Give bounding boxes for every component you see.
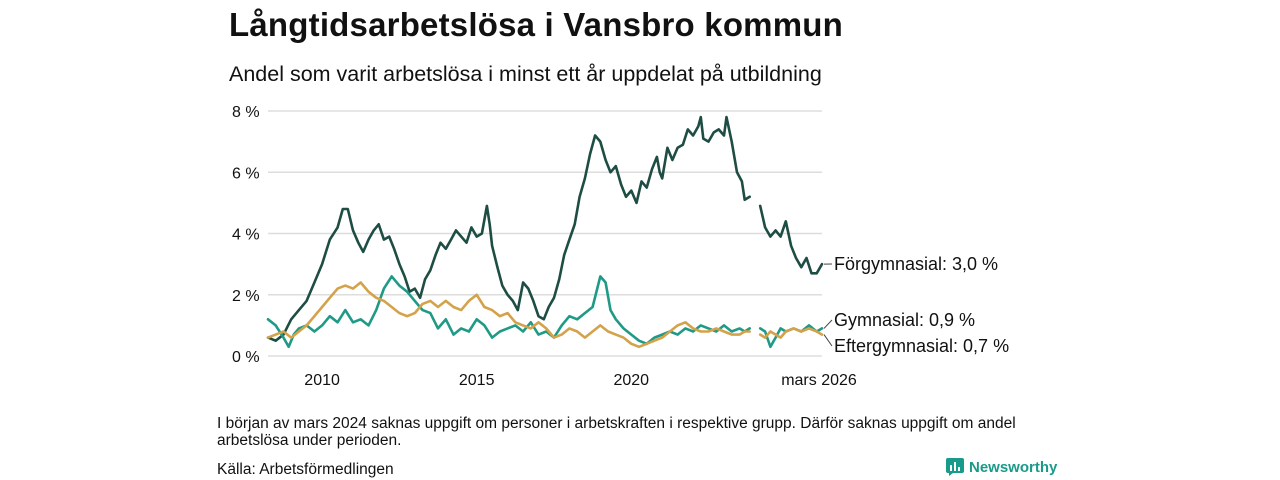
newsworthy-logo[interactable]: Newsworthy: [946, 458, 1057, 476]
series-label-förgymnasial: Förgymnasial: 3,0 %: [834, 254, 998, 274]
series-line-förgymnasial: [266, 115, 824, 342]
x-tick-label: 2015: [459, 372, 495, 389]
x-tick-label: 2020: [613, 372, 649, 389]
source-text: Källa: Arbetsförmedlingen: [217, 461, 394, 478]
footnote: I början av mars 2024 saknas uppgift om …: [217, 415, 1016, 449]
bar-chart-icon: [946, 458, 964, 476]
x-tick-label: mars 2026: [781, 372, 857, 389]
series-layer: [266, 115, 824, 349]
chart-title: Långtidsarbetslösa i Vansbro kommun: [229, 6, 843, 43]
x-tick-label: 2010: [304, 372, 340, 389]
y-tick-label: 6 %: [232, 165, 260, 182]
series-line-eftergymnasial: [266, 281, 824, 349]
y-tick-label: 4 %: [232, 227, 260, 244]
series-label-eftergymnasial: Eftergymnasial: 0,7 %: [834, 336, 1009, 356]
label-connector: [823, 319, 833, 329]
series-label-gymnasial: Gymnasial: 0,9 %: [834, 310, 975, 330]
brand-name: Newsworthy: [969, 458, 1058, 476]
y-tick-label: 0 %: [232, 349, 260, 366]
line-chart: 0 % 2 % 4 % 6 % 8 % 2010 2015 2020 mars 2026 För…: [232, 104, 1009, 389]
label-connector: [823, 334, 833, 347]
y-tick-label: 2 %: [232, 288, 260, 305]
label-layer: Förgymnasial: 3,0 % Gymnasial: 0,9 % Efter…: [823, 254, 1009, 356]
y-tick-label: 8 %: [232, 104, 260, 121]
chart-subtitle: Andel som varit arbetslösa i minst ett å…: [229, 62, 822, 86]
grid-layer: 0 % 2 % 4 % 6 % 8 % 2010 2015 2020 mars 2026: [232, 104, 857, 389]
